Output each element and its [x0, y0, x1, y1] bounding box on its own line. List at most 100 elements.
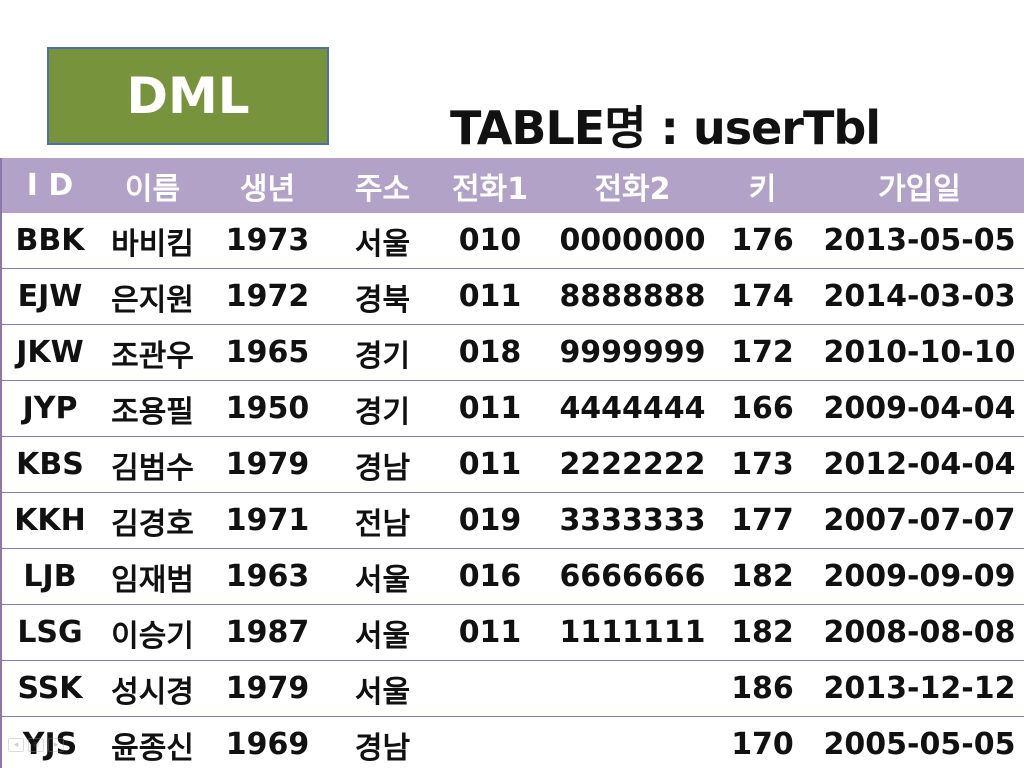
cell-address: 서울 — [330, 604, 435, 661]
cell-phone2: 1111111 — [545, 604, 720, 661]
cell-phone1: 011 — [435, 604, 545, 661]
cell-address: 경기 — [330, 324, 435, 381]
cell-name: 이승기 — [100, 604, 205, 661]
table-title: TABLE명 : userTbl — [450, 101, 881, 155]
table-row: LSG 이승기 1987 서울 011 1111111 182 2008-08-08 — [0, 604, 1024, 661]
next-icon[interactable]: ▸ — [48, 738, 64, 752]
cell-address: 경남 — [330, 436, 435, 493]
table-row: YJS 윤종신 1969 경남 170 2005-05-05 — [0, 716, 1024, 768]
slide-nav: ◂ ≡ ▸ — [8, 738, 64, 752]
table-row: KBS 김범수 1979 경남 011 2222222 173 2012-04-04 — [0, 436, 1024, 493]
cell-id: KKH — [0, 492, 100, 549]
cell-phone2: 4444444 — [545, 380, 720, 437]
cell-address: 경기 — [330, 380, 435, 437]
table-row: SSK 성시경 1979 서울 186 2013-12-12 — [0, 660, 1024, 717]
cell-phone1: 011 — [435, 268, 545, 325]
header-phone1: 전화1 — [435, 158, 545, 213]
cell-id: YJS — [0, 716, 100, 768]
cell-phone2 — [545, 660, 720, 717]
header-phone2: 전화2 — [545, 158, 720, 213]
cell-join-date: 2013-05-05 — [823, 223, 1016, 258]
cell-birth-year: 1963 — [205, 548, 330, 605]
cell-phone2 — [545, 716, 720, 768]
cell-phone1 — [435, 660, 545, 717]
header-id: I D — [0, 158, 100, 213]
table-body: BBK 바비킴 1973 서울 010 0000000 176 2013-05-05 EJW 은지… — [0, 213, 1024, 768]
header-height: 키 — [720, 158, 805, 213]
header-name: 이름 — [100, 158, 205, 213]
cell-join-date: 2014-03-03 — [805, 268, 1024, 325]
cell-height: 170 — [720, 716, 805, 768]
cell-phone2: 2222222 — [545, 436, 720, 493]
cell-address: 서울 — [354, 226, 411, 262]
cell-birth-year: 1969 — [205, 716, 330, 768]
cell-name: 윤종신 — [100, 716, 205, 768]
cell-birth-year: 1965 — [205, 324, 330, 381]
cell-phone2: 8888888 — [545, 268, 720, 325]
header-birth-year: 생년 — [205, 158, 330, 213]
table-row: KKH 김경호 1971 전남 019 3333333 177 2007-07-07 — [0, 492, 1024, 549]
cell-id: JKW — [0, 324, 100, 381]
cell-height: 182 — [720, 604, 805, 661]
cell-birth-year: 1987 — [205, 604, 330, 661]
cell-name: 조용필 — [100, 380, 205, 437]
cell-join-date: 2005-05-05 — [805, 716, 1024, 768]
cell-phone2: 0000000 — [559, 223, 706, 258]
user-table: I D 이름 생년 주소 전화1 전화2 키 가입일 BBK 바비킴 1973 서울 0… — [0, 158, 1024, 768]
cell-join-date: 2009-04-04 — [805, 380, 1024, 437]
cell-name: 바비킴 — [111, 226, 194, 262]
cell-join-date: 2012-04-04 — [805, 436, 1024, 493]
cell-address: 서울 — [330, 660, 435, 717]
header-address: 주소 — [330, 158, 435, 213]
cell-phone1: 019 — [435, 492, 545, 549]
cell-phone2: 9999999 — [545, 324, 720, 381]
cell-height: 177 — [720, 492, 805, 549]
cell-name: 임재범 — [100, 548, 205, 605]
cell-id: EJW — [0, 268, 100, 325]
cell-address: 경남 — [330, 716, 435, 768]
cell-address: 전남 — [330, 492, 435, 549]
cell-join-date: 2013-12-12 — [805, 660, 1024, 717]
header-join-date: 가입일 — [805, 158, 1024, 213]
cell-birth-year: 1971 — [205, 492, 330, 549]
table-row: EJW 은지원 1972 경북 011 8888888 174 2014-03-03 — [0, 268, 1024, 325]
cell-birth-year: 1950 — [205, 380, 330, 437]
cell-address: 경북 — [330, 268, 435, 325]
cell-height: 173 — [720, 436, 805, 493]
prev-icon[interactable]: ◂ — [8, 738, 24, 752]
cell-phone1 — [435, 716, 545, 768]
table-row: LJB 임재범 1963 서울 016 6666666 182 2009-09-09 — [0, 548, 1024, 605]
cell-height: 186 — [720, 660, 805, 717]
cell-id: JYP — [0, 380, 100, 437]
cell-id: BBK — [15, 223, 85, 258]
cell-join-date: 2008-08-08 — [805, 604, 1024, 661]
dml-label: DML — [126, 67, 250, 125]
cell-id: SSK — [0, 660, 100, 717]
cell-join-date: 2007-07-07 — [805, 492, 1024, 549]
table-left-border — [0, 158, 2, 768]
cell-join-date: 2009-09-09 — [805, 548, 1024, 605]
cell-phone2: 3333333 — [545, 492, 720, 549]
cell-birth-year: 1972 — [205, 268, 330, 325]
cell-name: 은지원 — [100, 268, 205, 325]
cell-birth-year: 1979 — [205, 660, 330, 717]
menu-icon[interactable]: ≡ — [28, 738, 44, 752]
cell-id: LJB — [0, 548, 100, 605]
cell-phone1: 018 — [435, 324, 545, 381]
cell-birth-year: 1973 — [225, 223, 310, 258]
table-row: JYP 조용필 1950 경기 011 4444444 166 2009-04-04 — [0, 380, 1024, 437]
cell-height: 182 — [720, 548, 805, 605]
table-header-row: I D 이름 생년 주소 전화1 전화2 키 가입일 — [0, 158, 1024, 213]
cell-name: 김경호 — [100, 492, 205, 549]
dml-label-box: DML — [47, 47, 329, 145]
cell-address: 서울 — [330, 548, 435, 605]
cell-name: 김범수 — [100, 436, 205, 493]
cell-phone1: 011 — [435, 380, 545, 437]
cell-birth-year: 1979 — [205, 436, 330, 493]
cell-join-date: 2010-10-10 — [805, 324, 1024, 381]
cell-id: KBS — [0, 436, 100, 493]
cell-height: 172 — [720, 324, 805, 381]
cell-phone1: 010 — [458, 223, 522, 258]
table-row: BBK 바비킴 1973 서울 010 0000000 176 2013-05-05 — [0, 213, 1024, 269]
